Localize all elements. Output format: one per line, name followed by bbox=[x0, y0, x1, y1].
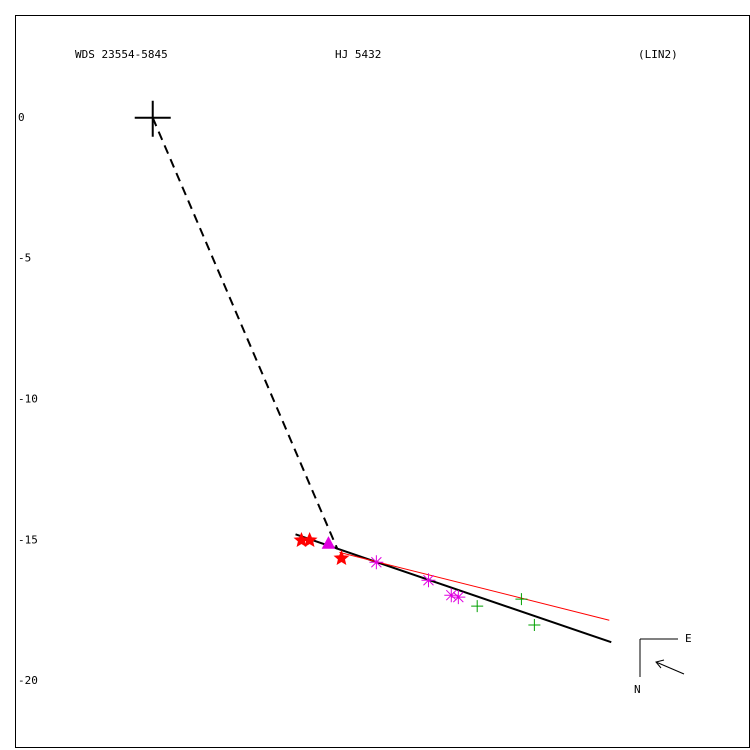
compass-east: E bbox=[685, 632, 692, 645]
orbit-line bbox=[151, 117, 339, 550]
point-plus bbox=[471, 600, 484, 613]
motion-arrow bbox=[655, 661, 685, 675]
point-plus bbox=[515, 593, 528, 606]
compass: E N bbox=[634, 632, 692, 696]
y-tick-label: -20 bbox=[18, 674, 38, 687]
orbit-line bbox=[339, 551, 610, 621]
orbit-ref: (LIN2) bbox=[638, 48, 678, 61]
point-asterisk bbox=[444, 588, 459, 603]
y-tick-label: -5 bbox=[18, 252, 31, 265]
motion-arrow-head bbox=[655, 659, 665, 669]
orbit-line bbox=[295, 533, 612, 644]
frame bbox=[15, 15, 750, 748]
y-tick-label: -15 bbox=[18, 533, 38, 546]
wds-label: WDS 23554-5845 bbox=[75, 48, 168, 61]
point-star bbox=[333, 549, 350, 566]
point-asterisk bbox=[369, 555, 384, 570]
point-triangle bbox=[321, 536, 336, 549]
y-tick-label: 0 bbox=[18, 111, 25, 124]
point-asterisk bbox=[451, 590, 466, 605]
point-cross bbox=[134, 100, 171, 137]
compass-north: N bbox=[634, 683, 641, 696]
point-asterisk bbox=[421, 573, 436, 588]
point-plus bbox=[528, 619, 541, 632]
y-tick-label: -10 bbox=[18, 392, 38, 405]
star-name: HJ 5432 bbox=[335, 48, 381, 61]
point-star bbox=[301, 531, 318, 547]
